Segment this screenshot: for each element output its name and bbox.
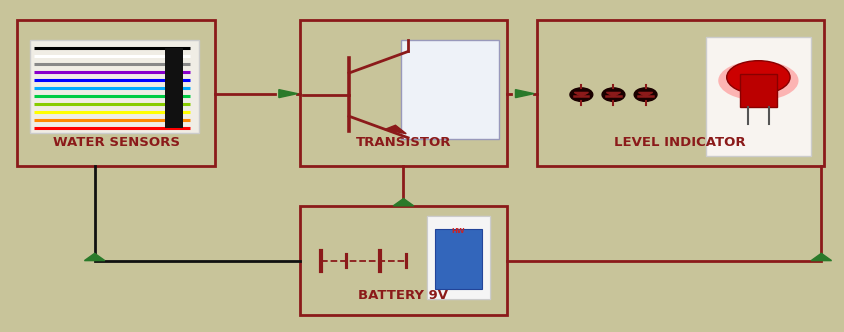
Bar: [426, 216, 490, 299]
Polygon shape: [606, 92, 619, 96]
Bar: [426, 216, 490, 299]
Bar: [705, 37, 810, 156]
Ellipse shape: [633, 88, 657, 101]
Bar: [401, 40, 498, 139]
Text: BATTERY 9V: BATTERY 9V: [358, 289, 448, 302]
Polygon shape: [574, 92, 587, 96]
Bar: [739, 74, 776, 107]
Text: LEVEL INDICATOR: LEVEL INDICATOR: [614, 136, 745, 149]
Text: WATER SENSORS: WATER SENSORS: [52, 136, 180, 149]
Bar: [300, 20, 506, 166]
Bar: [435, 229, 481, 289]
Polygon shape: [515, 90, 533, 98]
Bar: [30, 40, 198, 133]
Polygon shape: [810, 253, 830, 261]
Bar: [536, 20, 823, 166]
Ellipse shape: [601, 88, 625, 101]
Bar: [165, 48, 183, 128]
Text: HW: HW: [452, 228, 464, 234]
Polygon shape: [638, 92, 652, 96]
Text: TRANSISTOR: TRANSISTOR: [355, 136, 451, 149]
Ellipse shape: [717, 61, 798, 101]
Polygon shape: [384, 125, 406, 134]
Polygon shape: [279, 90, 297, 98]
Polygon shape: [84, 253, 105, 261]
Ellipse shape: [569, 88, 592, 101]
Bar: [300, 206, 506, 315]
Bar: [17, 20, 215, 166]
Ellipse shape: [726, 61, 789, 94]
Polygon shape: [392, 199, 414, 206]
